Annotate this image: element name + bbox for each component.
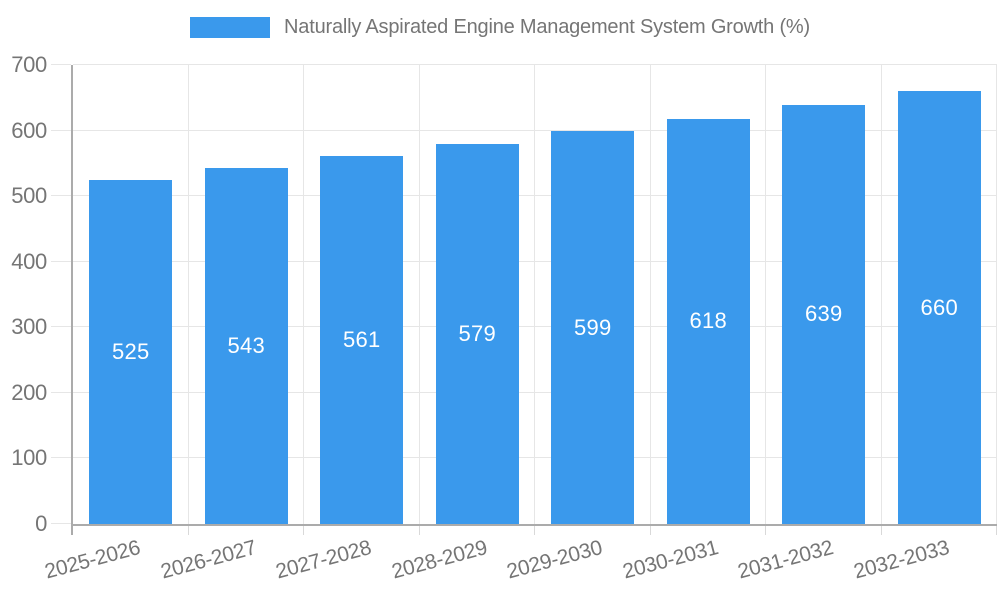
legend-label: Naturally Aspirated Engine Management Sy… [284, 16, 810, 38]
x-axis-tick-label: 2026-2027 [157, 536, 259, 584]
bar-2028-2029[interactable] [436, 144, 519, 524]
v-gridline [534, 65, 535, 524]
y-axis-tick [51, 326, 71, 327]
v-gridline [419, 65, 420, 524]
x-axis-tick-label: 2031-2032 [735, 536, 836, 584]
y-axis-tick [51, 392, 71, 393]
y-axis-tick-label: 600 [11, 118, 47, 143]
h-gridline [73, 326, 997, 327]
h-gridline [73, 392, 997, 393]
y-axis-tick [51, 130, 71, 131]
x-axis-tick-label: 2025-2026 [42, 536, 143, 584]
bar-value-label: 660 [920, 294, 959, 320]
y-axis-tick-label: 700 [11, 52, 47, 77]
x-axis-tick [881, 525, 882, 535]
v-gridline [881, 65, 882, 524]
x-axis-line [71, 524, 997, 526]
y-axis-tick [51, 523, 71, 524]
y-axis-line [71, 65, 73, 524]
x-axis-tick [996, 525, 997, 535]
bar-value-label: 618 [689, 308, 728, 334]
x-axis-tick [419, 525, 420, 535]
x-axis-tick-label: 2029-2030 [504, 536, 605, 584]
x-axis-tick [765, 525, 766, 535]
bar-2026-2027[interactable] [205, 167, 288, 524]
bar-value-label: 561 [342, 327, 381, 353]
x-axis-tick-label: 2027-2028 [273, 536, 374, 584]
y-axis-tick-label: 500 [11, 183, 47, 208]
v-gridline [996, 65, 997, 524]
bar-2029-2030[interactable] [551, 131, 634, 524]
v-gridline [303, 65, 304, 524]
x-axis-tick [650, 525, 651, 535]
y-axis-tick-label: 100 [11, 445, 47, 470]
bar-value-label: 579 [458, 321, 497, 347]
y-axis-tick-label: 0 [35, 511, 47, 536]
h-gridline [73, 130, 997, 131]
bar-2031-2032[interactable] [782, 104, 865, 524]
bar-2027-2028[interactable] [320, 156, 403, 524]
bar-value-label: 639 [804, 301, 843, 327]
y-axis-tick-label: 400 [11, 249, 47, 274]
bar-value-label: 599 [573, 314, 612, 340]
h-gridline [73, 261, 997, 262]
v-gridline [188, 65, 189, 524]
v-gridline [765, 65, 766, 524]
bar-2025-2026[interactable] [89, 179, 172, 524]
h-gridline [73, 457, 997, 458]
legend-item[interactable]: Naturally Aspirated Engine Management Sy… [0, 16, 1000, 39]
x-axis-tick-label: 2028-2029 [388, 536, 490, 584]
h-gridline [73, 195, 997, 196]
plot-area: 0 100 200 300 400 500 600 700 525 2025-2026 543 202… [11, 52, 997, 584]
x-axis-tick-label: 2030-2031 [619, 536, 721, 584]
y-axis-tick [51, 261, 71, 262]
bar-2032-2033[interactable] [898, 91, 981, 524]
y-axis-tick [51, 195, 71, 196]
x-axis-tick [188, 525, 189, 535]
legend-swatch-icon [190, 17, 271, 38]
x-axis-tick [71, 525, 73, 535]
y-axis-tick-label: 200 [11, 380, 47, 405]
y-axis-tick-label: 300 [11, 314, 47, 339]
x-axis-tick [534, 525, 535, 535]
h-gridline [73, 64, 997, 65]
x-axis-tick [303, 525, 304, 535]
y-axis-tick [51, 64, 71, 65]
x-axis-tick-label: 2032-2033 [850, 536, 952, 584]
bar-2030-2031[interactable] [667, 118, 750, 524]
y-axis-tick [51, 457, 71, 458]
bar-value-label: 543 [227, 332, 266, 358]
v-gridline [650, 65, 651, 524]
bar-value-label: 525 [111, 338, 150, 364]
